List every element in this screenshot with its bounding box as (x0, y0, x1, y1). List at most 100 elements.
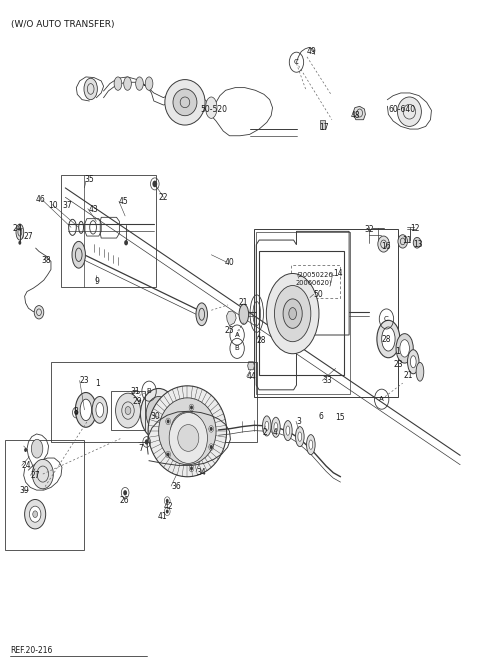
Bar (291, 265, 340, 297)
Text: 23: 23 (80, 376, 89, 385)
Ellipse shape (397, 97, 421, 127)
Bar (60, 174, 156, 287)
Circle shape (210, 427, 213, 431)
Text: 13: 13 (413, 240, 423, 249)
Ellipse shape (72, 241, 85, 268)
Ellipse shape (125, 407, 131, 415)
Ellipse shape (114, 77, 122, 90)
Text: (20050226-
20060620): (20050226- 20060620) (296, 272, 335, 286)
Ellipse shape (153, 406, 164, 422)
Text: 26: 26 (120, 496, 129, 505)
Circle shape (190, 466, 193, 470)
Circle shape (167, 452, 169, 456)
Text: 33: 33 (323, 376, 332, 385)
Text: 40: 40 (225, 259, 234, 267)
Circle shape (24, 448, 27, 452)
Ellipse shape (32, 460, 53, 489)
Ellipse shape (274, 423, 278, 432)
Ellipse shape (116, 393, 141, 428)
Ellipse shape (141, 389, 177, 440)
Circle shape (166, 498, 168, 502)
Ellipse shape (24, 499, 46, 529)
Circle shape (167, 419, 169, 423)
Text: 41: 41 (157, 513, 168, 521)
Text: 4: 4 (273, 428, 277, 437)
Ellipse shape (84, 78, 97, 100)
Text: A: A (235, 332, 240, 338)
Ellipse shape (16, 224, 24, 240)
Circle shape (18, 241, 21, 245)
Text: 46: 46 (35, 196, 45, 204)
Text: 49: 49 (307, 47, 317, 56)
Ellipse shape (416, 362, 424, 381)
Text: 21: 21 (404, 371, 413, 380)
Ellipse shape (396, 334, 413, 363)
Circle shape (210, 445, 213, 449)
Ellipse shape (165, 80, 205, 125)
Ellipse shape (80, 399, 92, 421)
Text: 1: 1 (96, 379, 100, 388)
Circle shape (153, 180, 157, 187)
Text: 6: 6 (318, 412, 323, 421)
Circle shape (145, 440, 149, 445)
Ellipse shape (309, 440, 313, 450)
Text: A: A (379, 396, 384, 402)
Ellipse shape (124, 77, 132, 90)
Text: 15: 15 (335, 413, 344, 422)
Text: 21: 21 (238, 298, 248, 308)
Ellipse shape (296, 427, 304, 447)
Ellipse shape (289, 308, 297, 320)
Text: 27: 27 (30, 471, 40, 480)
Circle shape (190, 405, 193, 409)
Ellipse shape (410, 356, 416, 368)
Circle shape (166, 509, 168, 513)
Ellipse shape (413, 237, 421, 248)
Ellipse shape (265, 421, 269, 431)
Text: C: C (384, 316, 389, 322)
Ellipse shape (378, 236, 389, 252)
Ellipse shape (148, 386, 227, 477)
Ellipse shape (178, 425, 199, 452)
Ellipse shape (173, 89, 197, 116)
Ellipse shape (408, 350, 419, 374)
Ellipse shape (307, 435, 315, 455)
Text: 28: 28 (381, 334, 391, 344)
Ellipse shape (398, 234, 408, 248)
Text: 11: 11 (402, 236, 411, 245)
Text: 43: 43 (88, 205, 98, 214)
Text: 50-520: 50-520 (201, 105, 228, 113)
Ellipse shape (146, 397, 171, 431)
Text: 44: 44 (247, 372, 256, 381)
Ellipse shape (75, 393, 96, 427)
Circle shape (124, 240, 128, 245)
Text: 7: 7 (139, 444, 144, 453)
Ellipse shape (136, 77, 144, 90)
Text: 24: 24 (22, 461, 31, 470)
Bar (111, 391, 145, 430)
Text: 12: 12 (410, 224, 420, 232)
Ellipse shape (145, 77, 153, 90)
Text: 14: 14 (333, 269, 342, 278)
Ellipse shape (170, 412, 204, 451)
Text: 9: 9 (94, 277, 99, 286)
Text: 39: 39 (20, 486, 30, 495)
Ellipse shape (205, 97, 217, 119)
Text: 37: 37 (62, 201, 72, 210)
Ellipse shape (275, 285, 311, 342)
Text: B: B (147, 388, 151, 394)
Ellipse shape (298, 432, 302, 442)
Bar (51, 362, 257, 442)
Text: 1: 1 (396, 346, 400, 356)
Text: 2: 2 (263, 428, 268, 437)
Ellipse shape (96, 403, 104, 417)
Ellipse shape (158, 398, 216, 465)
Polygon shape (248, 362, 254, 370)
Bar (321, 120, 325, 129)
Text: 28: 28 (257, 336, 266, 345)
Ellipse shape (382, 327, 395, 351)
Ellipse shape (263, 416, 271, 436)
Ellipse shape (29, 506, 41, 522)
Text: 30: 30 (151, 412, 160, 421)
Ellipse shape (169, 413, 207, 464)
Text: 17: 17 (319, 123, 329, 132)
